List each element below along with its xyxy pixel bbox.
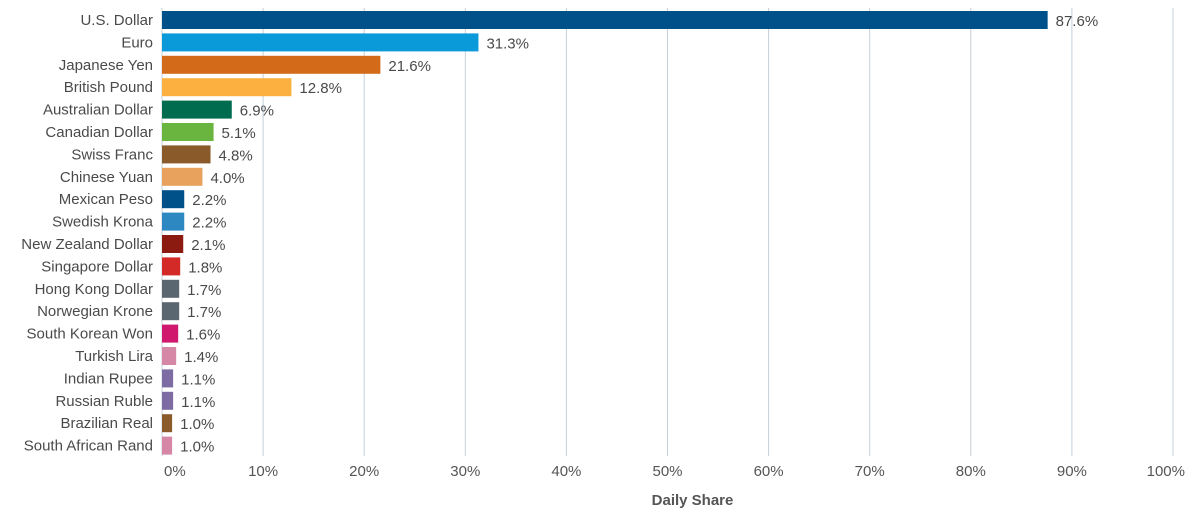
bar bbox=[162, 347, 177, 365]
x-axis-title: Daily Share bbox=[652, 492, 734, 509]
bar bbox=[162, 257, 181, 276]
category-label: Japanese Yen bbox=[59, 57, 153, 74]
x-tick-label: 70% bbox=[855, 463, 885, 480]
bar bbox=[162, 33, 479, 52]
value-label: 5.1% bbox=[222, 125, 256, 142]
category-label: Hong Kong Dollar bbox=[35, 281, 153, 298]
category-label: Brazilian Real bbox=[60, 415, 153, 432]
bar bbox=[162, 436, 173, 455]
value-label: 87.6% bbox=[1056, 13, 1099, 30]
x-tick-label: 60% bbox=[754, 463, 784, 480]
category-label: South African Rand bbox=[24, 438, 153, 455]
x-tick-label: 40% bbox=[551, 463, 581, 480]
value-label: 4.0% bbox=[210, 170, 244, 187]
value-label: 1.0% bbox=[180, 416, 214, 433]
value-labels: 87.6% 31.3% 21.6% 12.8% 6.9% 5.1% 4.8% 4.0% 2.2%… bbox=[180, 13, 1098, 456]
category-label: Russian Ruble bbox=[55, 393, 153, 410]
category-label: Canadian Dollar bbox=[45, 124, 153, 141]
category-label: U.S. Dollar bbox=[80, 12, 153, 29]
x-tick-label: 100% bbox=[1147, 463, 1185, 480]
x-tick-labels: 0% 10% 20% 30% 40% 50% 60% 70% 80% 90% 100% bbox=[164, 463, 1185, 480]
x-tick-label: 80% bbox=[956, 463, 986, 480]
gridlines bbox=[262, 8, 1174, 456]
category-label: Swiss Franc bbox=[71, 146, 153, 163]
bar bbox=[162, 212, 185, 231]
value-label: 2.1% bbox=[191, 237, 225, 254]
x-tick-label: 0% bbox=[164, 463, 186, 480]
x-tick-label: 20% bbox=[349, 463, 379, 480]
value-label: 1.8% bbox=[188, 259, 222, 276]
category-label: New Zealand Dollar bbox=[21, 236, 153, 253]
category-label: Euro bbox=[121, 34, 153, 51]
category-label: Chinese Yuan bbox=[60, 169, 153, 186]
category-label: Turkish Lira bbox=[75, 348, 153, 365]
bar bbox=[162, 78, 292, 97]
bar bbox=[162, 324, 179, 343]
value-label: 1.1% bbox=[181, 394, 215, 411]
bars bbox=[162, 11, 1048, 455]
category-label: South Korean Won bbox=[27, 326, 153, 343]
bar bbox=[162, 190, 185, 209]
bar bbox=[162, 11, 1048, 29]
bar bbox=[162, 302, 180, 321]
bar bbox=[162, 279, 180, 298]
value-label: 4.8% bbox=[219, 147, 253, 164]
bar bbox=[162, 369, 174, 388]
value-label: 1.6% bbox=[186, 327, 220, 344]
bar bbox=[162, 235, 184, 253]
category-label: Indian Rupee bbox=[64, 370, 153, 387]
value-label: 1.7% bbox=[187, 282, 221, 299]
value-label: 2.2% bbox=[192, 192, 226, 209]
category-label: British Pound bbox=[64, 79, 153, 96]
category-label: Australian Dollar bbox=[43, 102, 153, 119]
category-label: Norwegian Krone bbox=[37, 303, 153, 320]
category-label: Singapore Dollar bbox=[41, 258, 153, 275]
category-label: Swedish Krona bbox=[52, 214, 154, 231]
bar bbox=[162, 145, 211, 164]
category-label: Mexican Peso bbox=[59, 191, 153, 208]
category-labels: U.S. Dollar Euro Japanese Yen British Pound… bbox=[21, 12, 153, 455]
x-tick-label: 90% bbox=[1057, 463, 1087, 480]
value-label: 6.9% bbox=[240, 103, 274, 120]
value-label: 31.3% bbox=[486, 35, 529, 52]
bar bbox=[162, 391, 174, 410]
value-label: 1.7% bbox=[187, 304, 221, 321]
bar bbox=[162, 167, 203, 186]
value-label: 2.2% bbox=[192, 215, 226, 232]
value-label: 12.8% bbox=[299, 80, 342, 97]
bar bbox=[162, 55, 381, 74]
value-label: 21.6% bbox=[388, 58, 431, 75]
value-label: 1.0% bbox=[180, 439, 214, 456]
bar bbox=[162, 123, 214, 141]
bar bbox=[162, 414, 173, 433]
x-tick-label: 10% bbox=[248, 463, 278, 480]
bar bbox=[162, 100, 232, 119]
value-label: 1.1% bbox=[181, 371, 215, 388]
x-tick-label: 50% bbox=[652, 463, 682, 480]
value-label: 1.4% bbox=[184, 349, 218, 366]
x-tick-label: 30% bbox=[450, 463, 480, 480]
